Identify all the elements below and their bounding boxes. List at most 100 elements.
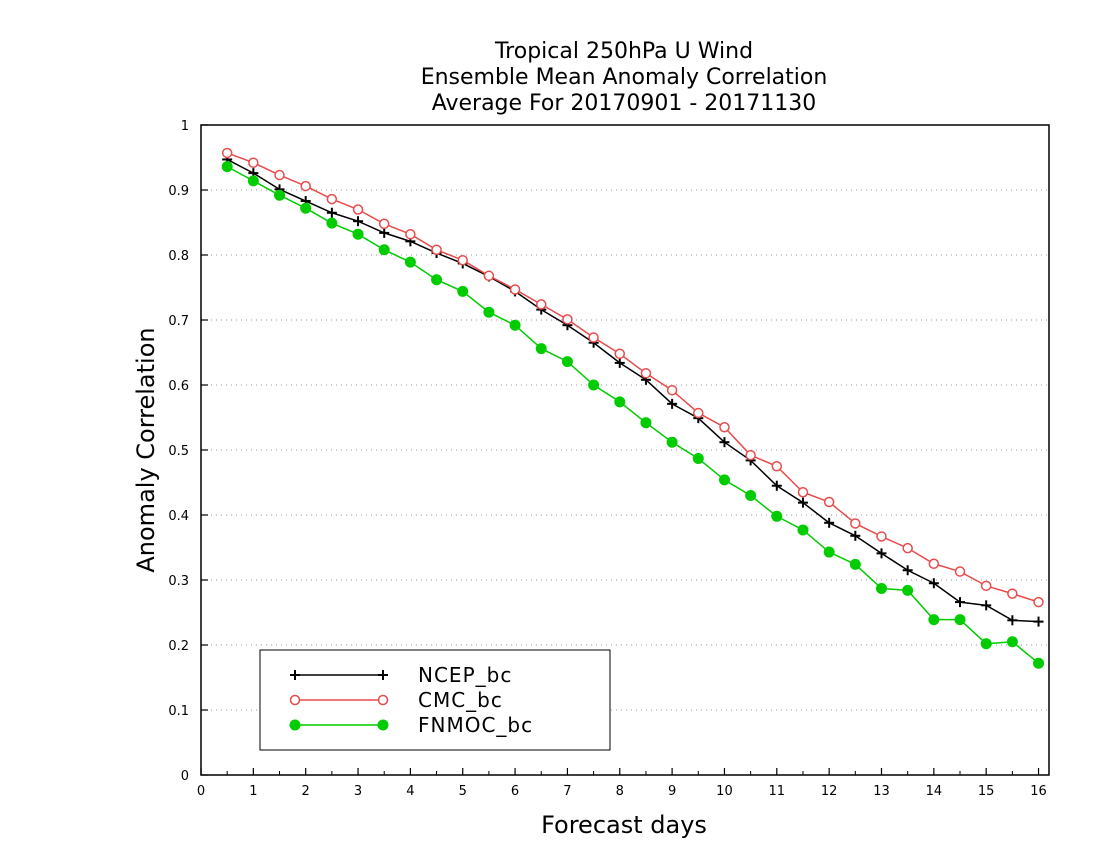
y-tick-label: 0.7 [168, 314, 189, 329]
x-tick-label: 0 [197, 784, 205, 799]
x-tick-label: 10 [716, 784, 733, 799]
x-tick-label: 11 [769, 784, 786, 799]
data-point [771, 480, 782, 491]
data-point [797, 487, 809, 498]
data-point [353, 216, 364, 227]
data-point [404, 256, 416, 268]
data-point [457, 254, 468, 266]
series-line [226, 165, 1040, 664]
data-point [561, 356, 573, 368]
x-tick-label: 6 [511, 784, 519, 799]
data-point [431, 244, 442, 256]
y-tick-label: 0.1 [168, 704, 189, 719]
data-point [1033, 657, 1045, 669]
data-point [954, 566, 966, 577]
data-point [379, 227, 390, 238]
y-tick-label: 0.3 [168, 574, 189, 589]
x-axis-ticks: 0 1 2 3 4 5 6 7 8 9 10 11 12 13 14 15 16 [197, 768, 1047, 799]
y-tick-label: 0.4 [168, 509, 189, 524]
data-point [352, 204, 364, 215]
data-point [693, 407, 704, 419]
data-point [667, 398, 678, 409]
data-point [954, 614, 966, 626]
data-point [1006, 636, 1018, 648]
y-tick-label: 0.9 [168, 184, 189, 199]
data-point [274, 189, 286, 201]
data-point [535, 299, 547, 310]
data-point [221, 147, 233, 159]
data-point [824, 517, 835, 528]
series-line [226, 152, 1039, 603]
x-tick-label: 15 [978, 784, 995, 799]
chart-title-line: Ensemble Mean Anomaly Correlation [421, 65, 828, 90]
data-point [614, 348, 626, 360]
data-point [981, 600, 992, 611]
data-point [876, 531, 887, 542]
x-tick-label: 5 [459, 784, 467, 799]
data-point [771, 461, 783, 472]
data-point [405, 228, 416, 240]
data-point [1033, 596, 1044, 608]
data-point [640, 417, 652, 429]
y-tick-label: 0 [181, 769, 189, 784]
y-tick-label: 0.2 [168, 639, 189, 654]
data-point [928, 614, 940, 626]
data-point [274, 169, 285, 181]
chart-title-line: Average For 20170901 - 20171130 [432, 91, 817, 116]
data-point [797, 524, 809, 536]
data-point [849, 558, 861, 570]
x-tick-label: 12 [821, 784, 838, 799]
legend-marker [378, 670, 388, 680]
y-tick-label: 0.8 [168, 249, 189, 264]
data-point [535, 343, 547, 355]
legend-marker [289, 694, 301, 706]
data-point [745, 449, 756, 461]
data-point [588, 379, 600, 391]
data-point [1033, 616, 1044, 627]
data-point [902, 542, 913, 554]
x-tick-label: 9 [668, 784, 676, 799]
legend-label: CMC_bc [418, 688, 503, 712]
data-point [666, 436, 678, 448]
data-point [823, 546, 835, 558]
x-tick-label: 2 [302, 784, 310, 799]
data-point [928, 558, 940, 569]
data-point [562, 314, 573, 325]
data-point [483, 306, 495, 318]
legend-item: FNMOC_bc [289, 713, 533, 737]
data-point [326, 217, 338, 229]
grid-lines [201, 189, 1049, 711]
data-point [483, 270, 495, 282]
data-point [850, 530, 861, 541]
x-tick-label: 16 [1030, 784, 1047, 799]
data-point [955, 597, 966, 608]
series-cmc-bc [221, 147, 1044, 608]
x-tick-label: 3 [354, 784, 362, 799]
data-point [326, 193, 338, 205]
series-fnmoc-bc [221, 161, 1045, 669]
legend-item: NCEP_bc [290, 663, 512, 687]
data-point [352, 228, 364, 240]
data-point [614, 396, 626, 408]
data-point [692, 452, 704, 464]
data-point [457, 285, 469, 297]
x-axis-label: Forecast days [541, 811, 707, 839]
data-point [431, 274, 443, 286]
data-point [326, 207, 337, 218]
data-point [718, 474, 730, 486]
data-point [980, 638, 992, 650]
legend-label: FNMOC_bc [418, 713, 533, 737]
legend-marker [377, 694, 389, 706]
chart-title-line: Tropical 250hPa U Wind [494, 39, 753, 64]
data-point [902, 584, 914, 596]
y-tick-label: 1 [181, 119, 189, 134]
y-axis-label: Anomaly Correlation [132, 327, 160, 572]
legend-label: NCEP_bc [418, 663, 512, 687]
series-layer [221, 147, 1045, 669]
x-tick-label: 1 [249, 784, 257, 799]
data-point [719, 422, 730, 433]
x-tick-label: 7 [563, 784, 571, 799]
data-point [1007, 588, 1018, 599]
